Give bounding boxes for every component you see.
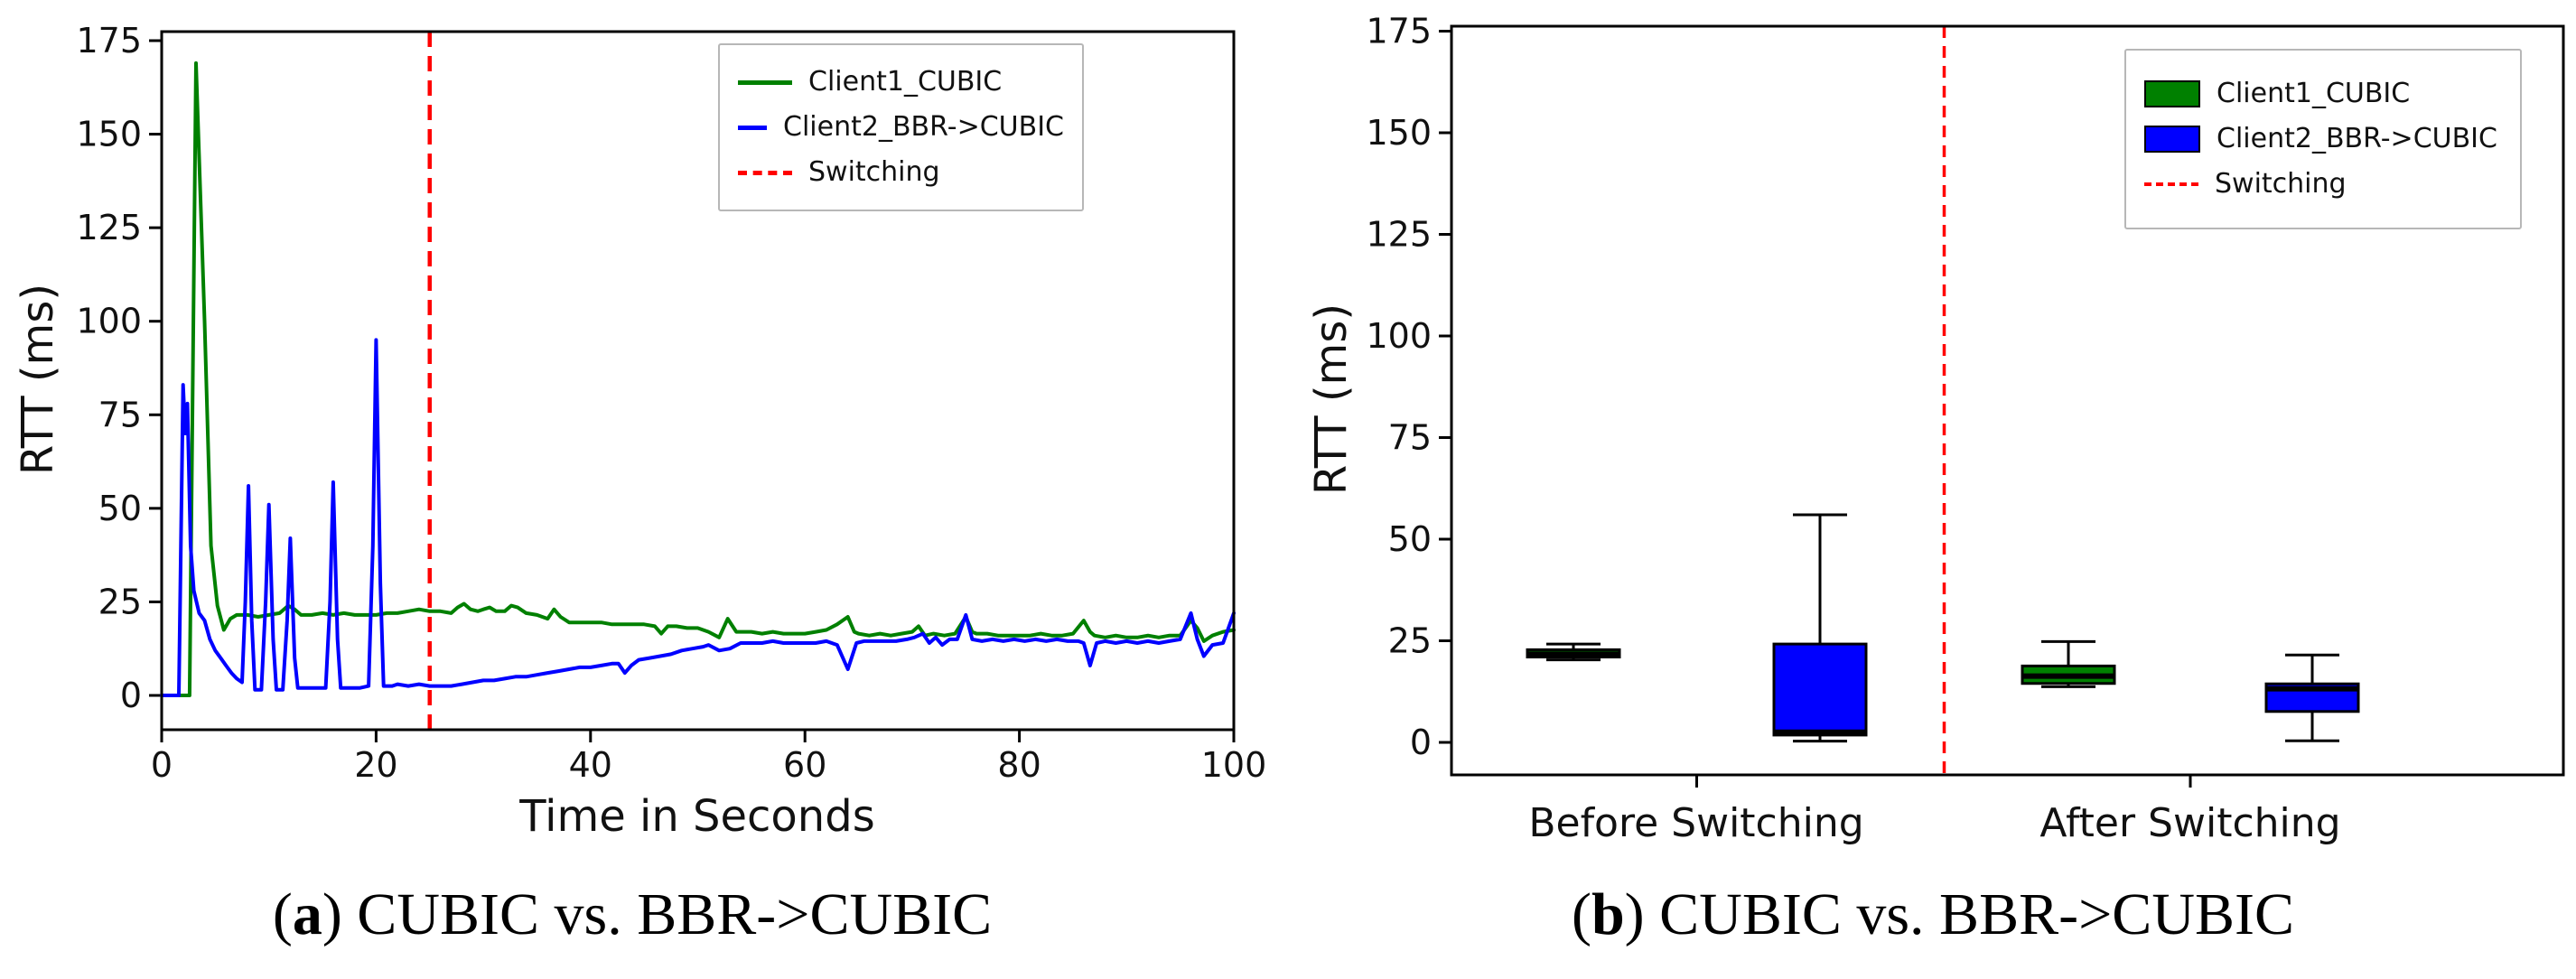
legend-row-client2-box: Client2_BBR->CUBIC <box>2144 126 2502 153</box>
chart-a: 0 20 40 60 80 100 0 25 50 75 100 125 150 175 <box>76 21 1266 785</box>
chart-a-ylabel: RTT (ms) <box>13 283 63 476</box>
chart-b-spines <box>1450 24 2565 777</box>
chart-b: 0 25 50 75 100 125 150 175 <box>1366 12 2565 788</box>
chart-b-ylabel: RTT (ms) <box>1306 303 1357 496</box>
chart-a-spines <box>160 30 1236 732</box>
iqr-box <box>1772 642 1868 737</box>
x-tick-label: 0 <box>151 745 173 785</box>
legend-row-client1: Client1_CUBIC <box>738 69 1064 96</box>
chart-b-ticks: 0 25 50 75 100 125 150 175 <box>1366 12 2192 788</box>
y-tick-label: 75 <box>1388 418 1432 458</box>
legend-label-client2: Client2_BBR->CUBIC <box>783 111 1064 143</box>
client1-patch-swatch <box>2144 80 2200 107</box>
caption-b: (b) CUBIC vs. BBR->CUBIC <box>1427 881 2439 949</box>
x-tick-label: 80 <box>997 745 1041 785</box>
switching-dash-swatch <box>738 170 792 175</box>
client2-line-swatch <box>738 125 768 130</box>
chart-b-tick-label-before: Before Switching <box>1528 800 1864 846</box>
y-tick-label: 175 <box>1366 12 1432 51</box>
box-client2_bbr->cubic-before <box>1772 513 1868 743</box>
y-tick-label: 150 <box>1366 113 1432 153</box>
y-tick-label: 100 <box>76 302 142 341</box>
chart-a-ticks: 0 20 40 60 80 100 0 25 50 75 100 125 150 175 <box>76 21 1266 785</box>
box-client1_cubic-before <box>1526 642 1621 662</box>
legend-row-switching-box: Switching <box>2144 171 2502 198</box>
y-tick-label: 0 <box>1410 723 1432 762</box>
x-tick-label: 100 <box>1201 745 1267 785</box>
legend-row-client2: Client2_BBR->CUBIC <box>738 114 1064 141</box>
y-tick-label: 175 <box>76 21 142 61</box>
chart-a-legend: Client1_CUBIC Client2_BBR->CUBIC Switchi… <box>718 43 1084 211</box>
legend-label-switching: Switching <box>808 156 940 188</box>
caption-a-text: CUBIC vs. BBR->CUBIC <box>341 881 993 947</box>
y-tick-label: 50 <box>1388 519 1432 559</box>
x-tick-label: 20 <box>354 745 397 785</box>
y-tick-label: 150 <box>76 115 142 154</box>
client2-patch-swatch <box>2144 126 2200 153</box>
legend-row-client1-box: Client1_CUBIC <box>2144 80 2502 107</box>
y-tick-label: 0 <box>120 676 142 715</box>
caption-b-text: CUBIC vs. BBR->CUBIC <box>1644 881 2295 947</box>
caption-a-open: ( <box>272 881 293 947</box>
box-client1_cubic-after <box>2021 639 2116 688</box>
x-tick-label: 40 <box>569 745 612 785</box>
legend-label-client1-box: Client1_CUBIC <box>2217 78 2411 109</box>
y-tick-label: 100 <box>1366 316 1432 356</box>
box-client2_bbr->cubic-after <box>2264 653 2360 742</box>
chart-a-xlabel: Time in Seconds <box>519 791 875 842</box>
caption-b-close: ) <box>1624 881 1645 947</box>
y-tick-label: 125 <box>1366 215 1432 255</box>
client1-line-swatch <box>738 79 792 85</box>
caption-a: (a) CUBIC vs. BBR->CUBIC <box>113 881 1152 949</box>
y-tick-label: 125 <box>76 208 142 247</box>
y-tick-label: 25 <box>1388 621 1432 661</box>
legend-label-client2-box: Client2_BBR->CUBIC <box>2217 123 2497 154</box>
switching-dash-swatch-b <box>2144 182 2198 186</box>
caption-a-letter: a <box>292 881 322 947</box>
legend-label-client1: Client1_CUBIC <box>808 66 1003 98</box>
charts-svg: 0 20 40 60 80 100 0 25 50 75 100 125 150 175 0 25 50 75 10… <box>76 12 2565 788</box>
legend-row-switching: Switching <box>738 159 1064 186</box>
caption-b-letter: b <box>1591 881 1625 947</box>
x-tick-label: 60 <box>783 745 826 785</box>
caption-b-open: ( <box>1571 881 1591 947</box>
y-tick-label: 75 <box>98 395 142 434</box>
caption-a-close: ) <box>322 881 342 947</box>
series-client1_cubic <box>160 61 1236 697</box>
series-client2_bbr->cubic <box>160 338 1236 697</box>
y-tick-label: 50 <box>98 489 142 528</box>
legend-label-switching-box: Switching <box>2215 168 2347 200</box>
chart-b-tick-label-after: After Switching <box>2039 800 2341 846</box>
chart-b-legend: Client1_CUBIC Client2_BBR->CUBIC Switchi… <box>2124 49 2522 229</box>
y-tick-label: 25 <box>98 582 142 621</box>
